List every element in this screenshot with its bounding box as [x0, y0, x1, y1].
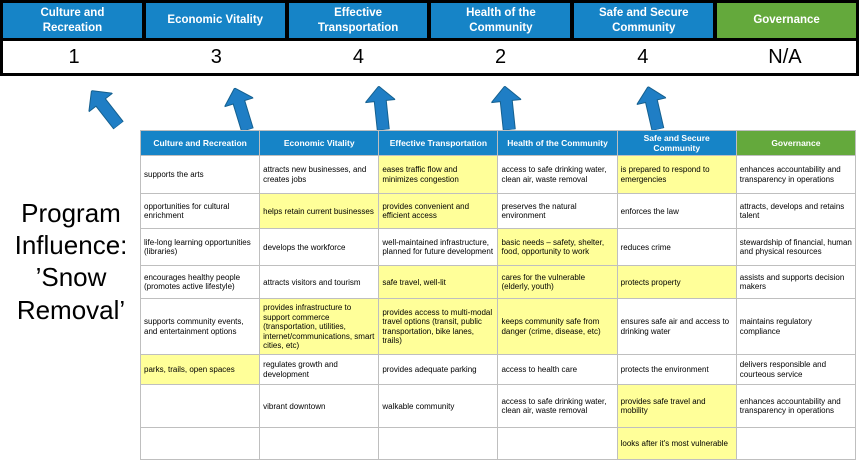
matrix-cell-highlighted: provides safe travel and mobility	[616, 384, 737, 429]
up-arrow-icon	[633, 83, 672, 133]
matrix-cell: well-maintained infrastructure, planned …	[378, 228, 499, 267]
matrix-row: encourages healthy people (promotes acti…	[139, 265, 857, 300]
matrix-cell: maintains regulatory compliance	[735, 298, 857, 356]
matrix-cell: access to safe drinking water, clean air…	[497, 384, 618, 429]
scoreboard-score: 4	[352, 45, 364, 68]
matrix-column-header: Safe and Secure Community	[616, 129, 737, 157]
matrix-row: vibrant downtown walkable community access…	[139, 384, 857, 429]
matrix-row: opportunities for cultural enrichment hel…	[139, 193, 857, 230]
scoreboard-header: Safe and Secure Community	[574, 3, 714, 38]
matrix-column-header: Health of the Community	[497, 129, 618, 157]
scoreboard-score: 2	[495, 45, 507, 68]
matrix-cell	[497, 427, 618, 461]
matrix-cell-highlighted: eases traffic flow and minimizes congest…	[378, 155, 499, 195]
matrix-cell: encourages healthy people (promotes acti…	[139, 265, 261, 300]
matrix-cell: develops the workforce	[259, 228, 380, 267]
matrix-cell: vibrant downtown	[259, 384, 380, 429]
matrix-cell: preserves the natural environment	[497, 193, 618, 230]
scoreboard-score: N/A	[768, 45, 802, 68]
scoreboard-header: Economic Vitality	[145, 3, 285, 38]
matrix-cell: enhances accountability and transparency…	[735, 384, 857, 429]
matrix-cell: attracts, develops and retains talent	[735, 193, 857, 230]
matrix-cell: supports community events, and entertain…	[139, 298, 261, 356]
matrix-column-header: Culture and Recreation	[139, 129, 261, 157]
matrix-column-header: Governance	[735, 129, 857, 157]
scoreboard-header-row: Culture and Recreation Economic Vitality E…	[3, 3, 856, 38]
matrix-cell-highlighted: provides access to multi-modal travel op…	[378, 298, 499, 356]
matrix-row: supports community events, and entertain…	[139, 298, 857, 356]
page-title: Program Influence: ’Snow Removal’	[14, 198, 128, 325]
matrix-cell-highlighted: provides convenient and efficient access	[378, 193, 499, 230]
matrix-cell-highlighted: safe travel, well-lit	[378, 265, 499, 300]
matrix-cell: provides adequate parking	[378, 354, 499, 386]
up-arrow-icon	[364, 85, 398, 132]
matrix-cell	[139, 384, 261, 429]
scoreboard-header: Governance	[717, 3, 856, 38]
matrix-cell: enhances accountability and transparency…	[735, 155, 857, 195]
matrix-cell: delivers responsible and courteous servi…	[735, 354, 857, 386]
matrix-cell: ensures safe air and access to drinking …	[616, 298, 737, 356]
matrix-header-row: Culture and Recreation Economic Vitality E…	[139, 129, 857, 157]
matrix-cell-highlighted: is prepared to respond to emergencies	[616, 155, 737, 195]
matrix-cell-highlighted: protects property	[616, 265, 737, 300]
scoreboard-score-row: 1 3 4 2 4 N/A	[3, 41, 856, 73]
matrix-cell: stewardship of financial, human and phys…	[735, 228, 857, 267]
matrix-cell: regulates growth and development	[259, 354, 380, 386]
scoreboard-score: 1	[68, 45, 80, 68]
matrix-cell-highlighted: helps retain current businesses	[259, 193, 380, 230]
scoreboard-score: 3	[210, 45, 222, 68]
matrix-column-header: Economic Vitality	[259, 129, 380, 157]
matrix-cell	[378, 427, 499, 461]
matrix-body: supports the arts attracts new businesses…	[139, 155, 857, 461]
matrix-cell: access to safe drinking water, clean air…	[497, 155, 618, 195]
influence-matrix: Culture and Recreation Economic Vitality E…	[139, 129, 857, 461]
matrix-cell: opportunities for cultural enrichment	[139, 193, 261, 230]
up-arrow-icon	[490, 85, 524, 132]
scoreboard-score: 4	[637, 45, 649, 68]
matrix-column-header: Effective Transportation	[378, 129, 499, 157]
score-banner: Culture and Recreation Economic Vitality E…	[0, 0, 859, 76]
scoreboard-header: Health of the Community	[431, 3, 571, 38]
matrix-row: parks, trails, open spaces regulates grow…	[139, 354, 857, 386]
matrix-cell	[139, 427, 261, 461]
matrix-cell	[259, 427, 380, 461]
matrix-cell: assists and supports decision makers	[735, 265, 857, 300]
matrix-cell-highlighted: basic needs – safety, shelter, food, opp…	[497, 228, 618, 267]
matrix-cell-highlighted: keeps community safe from danger (crime,…	[497, 298, 618, 356]
matrix-cell-highlighted: parks, trails, open spaces	[139, 354, 261, 386]
up-arrow-icon	[80, 81, 131, 134]
matrix-cell: reduces crime	[616, 228, 737, 267]
scoreboard-header: Culture and Recreation	[3, 3, 142, 38]
matrix-cell-highlighted: looks after it's most vulnerable	[616, 427, 737, 461]
matrix-cell: attracts visitors and tourism	[259, 265, 380, 300]
matrix-cell-highlighted: cares for the vulnerable (elderly, youth…	[497, 265, 618, 300]
matrix-cell: access to health care	[497, 354, 618, 386]
matrix-cell: life-long learning opportunities (librar…	[139, 228, 261, 267]
matrix-cell: walkable community	[378, 384, 499, 429]
matrix-cell: enforces the law	[616, 193, 737, 230]
matrix-cell-highlighted: provides infrastructure to support comme…	[259, 298, 380, 356]
matrix-cell: supports the arts	[139, 155, 261, 195]
matrix-cell: attracts new businesses, and creates job…	[259, 155, 380, 195]
matrix-row: looks after it's most vulnerable	[139, 427, 857, 461]
matrix-row: life-long learning opportunities (librar…	[139, 228, 857, 267]
matrix-cell: protects the environment	[616, 354, 737, 386]
scoreboard-header: Effective Transportation	[288, 3, 428, 38]
matrix-cell	[735, 427, 857, 461]
matrix-row: supports the arts attracts new businesses…	[139, 155, 857, 195]
up-arrow-icon	[220, 84, 262, 135]
